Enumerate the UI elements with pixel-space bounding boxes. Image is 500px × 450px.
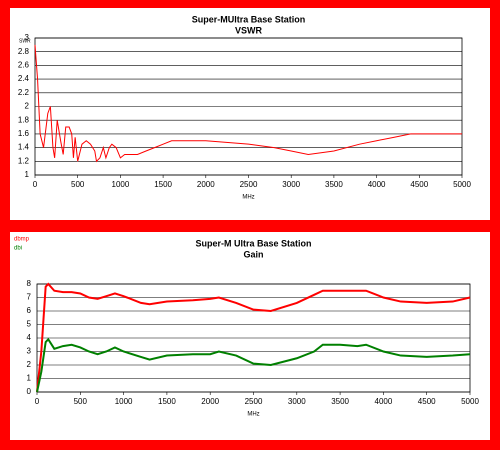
x-tick-label: 3500 <box>331 397 349 406</box>
x-tick-label: 2500 <box>245 397 263 406</box>
x-tick-label: 5000 <box>453 180 471 189</box>
y-tick-label: 2 <box>25 102 30 111</box>
data-line <box>36 282 471 393</box>
legend-label: dbmp <box>14 237 30 243</box>
y-tick-label: 5 <box>27 320 32 329</box>
x-tick-label: 4500 <box>410 180 428 189</box>
y-tick-label: 2.4 <box>18 74 30 83</box>
x-axis-label: MHz <box>247 412 259 418</box>
x-tick-label: 3500 <box>325 180 343 189</box>
y-axis-label: SWR <box>19 38 31 44</box>
x-tick-label: 1500 <box>158 397 176 406</box>
data-line <box>34 44 462 163</box>
x-tick-label: 3000 <box>282 180 300 189</box>
x-tick-label: 0 <box>35 397 40 406</box>
x-tick-label: 500 <box>71 180 85 189</box>
x-tick-label: 5000 <box>461 397 479 406</box>
y-tick-label: 1 <box>27 374 32 383</box>
chart-subtitle: Gain <box>243 249 263 259</box>
y-tick-label: 2.2 <box>18 88 30 97</box>
x-tick-label: 500 <box>74 397 88 406</box>
x-axis-label: MHz <box>242 195 254 201</box>
x-tick-label: 3000 <box>288 397 306 406</box>
y-tick-label: 1.2 <box>18 156 30 165</box>
x-tick-label: 1000 <box>115 397 133 406</box>
y-tick-label: 3 <box>25 33 30 42</box>
x-tick-label: 2500 <box>240 180 258 189</box>
x-tick-label: 1000 <box>112 180 130 189</box>
chart-subtitle: VSWR <box>235 25 263 35</box>
x-tick-label: 1500 <box>154 180 172 189</box>
chart-title: Super-MUltra Base Station <box>192 14 306 24</box>
y-tick-label: 6 <box>27 306 32 315</box>
x-tick-label: 0 <box>33 180 38 189</box>
y-tick-label: 2 <box>27 360 32 369</box>
data-line <box>36 337 471 393</box>
y-tick-label: 7 <box>27 293 32 302</box>
y-tick-label: 1 <box>25 170 30 179</box>
x-tick-label: 4000 <box>368 180 386 189</box>
chart-title: Super-M Ultra Base Station <box>195 238 311 248</box>
y-tick-label: 4 <box>27 333 32 342</box>
y-tick-label: 1.8 <box>18 115 30 124</box>
y-tick-label: 1.6 <box>18 129 30 138</box>
y-tick-label: 1.4 <box>18 143 30 152</box>
y-tick-label: 2.6 <box>18 61 30 70</box>
y-tick-label: 2.8 <box>18 47 30 56</box>
y-tick-label: 3 <box>27 347 32 356</box>
x-tick-label: 2000 <box>201 397 219 406</box>
y-tick-label: 0 <box>27 387 32 396</box>
x-tick-label: 4500 <box>418 397 436 406</box>
x-tick-label: 2000 <box>197 180 215 189</box>
legend-label: dbi <box>14 246 22 252</box>
x-tick-label: 4000 <box>375 397 393 406</box>
y-tick-label: 8 <box>27 279 32 288</box>
